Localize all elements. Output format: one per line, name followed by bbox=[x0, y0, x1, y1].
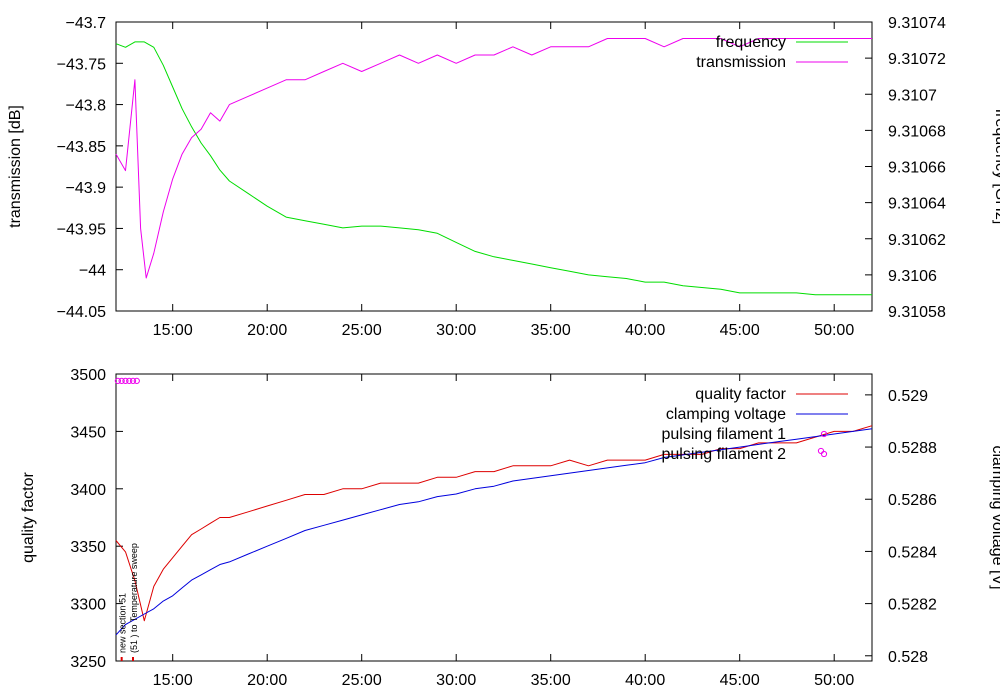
data-point bbox=[114, 377, 121, 384]
y2-tick-label: 9.31058 bbox=[888, 304, 946, 321]
y2-axis-title: clamping voltage [V] bbox=[989, 445, 1000, 589]
data-point bbox=[122, 377, 129, 384]
x-tick-label: 20:00 bbox=[247, 672, 287, 689]
y2-tick-label: 9.31072 bbox=[888, 51, 946, 68]
data-point bbox=[133, 377, 140, 384]
y-tick-label: 3400 bbox=[70, 482, 106, 499]
data-point bbox=[129, 377, 137, 384]
data-point bbox=[126, 377, 133, 384]
y-tick-label: −43.75 bbox=[57, 56, 106, 73]
y-tick-label: −43.8 bbox=[66, 98, 107, 115]
y-tick-label: −43.85 bbox=[57, 139, 106, 156]
y-tick-label: −44 bbox=[79, 263, 106, 280]
x-tick-label: 15:00 bbox=[153, 672, 193, 689]
legend-label: pulsing filament 2 bbox=[661, 446, 786, 463]
x-tick-label: 30:00 bbox=[436, 672, 476, 689]
legend-label: transmission bbox=[696, 54, 786, 71]
y2-tick-label: 9.31066 bbox=[888, 160, 946, 177]
y2-tick-label: 9.3106 bbox=[888, 268, 937, 285]
annotation-label: new section 51 bbox=[118, 593, 128, 653]
annotation-label: (51 ) to Temperature sweep bbox=[129, 543, 139, 653]
x-tick-label: 40:00 bbox=[625, 672, 665, 689]
x-tick-label: 25:00 bbox=[342, 322, 382, 339]
series-line-frequency bbox=[115, 41, 872, 296]
y2-tick-label: 0.5284 bbox=[888, 544, 937, 561]
y2-tick-label: 9.31064 bbox=[888, 196, 946, 213]
x-tick-label: 35:00 bbox=[531, 322, 571, 339]
y2-tick-label: 9.31062 bbox=[888, 232, 946, 249]
y-tick-label: −43.95 bbox=[57, 221, 106, 238]
y-tick-label: 3250 bbox=[70, 654, 106, 671]
y-axis-title: transmission [dB] bbox=[7, 105, 24, 228]
x-tick-label: 35:00 bbox=[531, 672, 571, 689]
y2-tick-label: 9.3107 bbox=[888, 87, 937, 104]
y2-tick-label: 0.529 bbox=[888, 388, 928, 405]
x-tick-label: 40:00 bbox=[625, 322, 665, 339]
x-tick-label: 30:00 bbox=[436, 322, 476, 339]
x-tick-label: 50:00 bbox=[814, 322, 854, 339]
legend-marker bbox=[820, 430, 828, 438]
y-axis-title: quality factor bbox=[20, 471, 37, 562]
y-tick-label: 3500 bbox=[70, 367, 106, 384]
series-line-transmission bbox=[115, 38, 872, 279]
x-tick-label: 20:00 bbox=[247, 322, 287, 339]
y-tick-label: 3450 bbox=[70, 424, 106, 441]
legend-label: quality factor bbox=[695, 386, 786, 403]
x-tick-label: 25:00 bbox=[342, 672, 382, 689]
y-tick-label: −43.9 bbox=[66, 180, 107, 197]
chart-top-panel: 15:00 20:00 25:00 30:00 35:00 40:00 45:00 50:00… bbox=[7, 15, 1000, 339]
y2-tick-label: 0.5282 bbox=[888, 597, 937, 614]
plot-frame bbox=[115, 373, 873, 662]
legend-label: frequency bbox=[716, 34, 786, 51]
y2-tick-label: 9.31068 bbox=[888, 123, 946, 140]
y2-tick-label: 9.31074 bbox=[888, 15, 946, 32]
x-tick-label: 45:00 bbox=[720, 322, 760, 339]
y-tick-label: 3350 bbox=[70, 539, 106, 556]
legend-marker bbox=[820, 450, 828, 458]
x-tick-label: 50:00 bbox=[814, 672, 854, 689]
data-point bbox=[118, 377, 125, 384]
chart-bottom-panel: 15:00 20:00 25:00 30:00 35:00 40:00 45:00 50:00… bbox=[20, 367, 1000, 689]
y2-tick-label: 0.5288 bbox=[888, 440, 937, 457]
y2-axis-title: frequency [GHz] bbox=[992, 109, 1000, 225]
y-tick-label: −44.05 bbox=[57, 304, 106, 321]
y-tick-label: 3300 bbox=[70, 597, 106, 614]
data-point bbox=[817, 447, 825, 455]
y2-tick-label: 0.5286 bbox=[888, 492, 937, 509]
y-tick-label: −43.7 bbox=[66, 15, 107, 32]
legend-label: pulsing filament 1 bbox=[661, 426, 786, 443]
series-line-clamping-voltage bbox=[115, 428, 873, 636]
legend-label: clamping voltage bbox=[666, 406, 786, 423]
x-tick-label: 15:00 bbox=[153, 322, 193, 339]
y2-tick-label: 0.528 bbox=[888, 649, 928, 666]
x-tick-label: 45:00 bbox=[720, 672, 760, 689]
